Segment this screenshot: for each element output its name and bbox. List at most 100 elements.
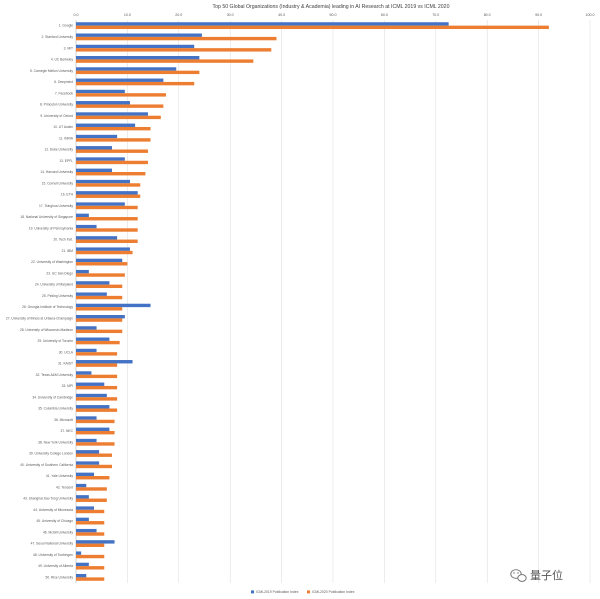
category-label: 43. Shanghai Jiao Tong University bbox=[23, 497, 73, 501]
bar-icml2019 bbox=[76, 258, 123, 263]
bar-icml2020 bbox=[76, 374, 118, 379]
bar-icml2020 bbox=[76, 149, 148, 153]
bar-icml2020 bbox=[76, 430, 115, 435]
watermark: 量子位 bbox=[510, 568, 563, 582]
wechat-icon bbox=[510, 569, 527, 582]
x-tick-label: 0.0 bbox=[74, 13, 79, 17]
bar-icml2020 bbox=[76, 352, 118, 356]
category-label: 19. University of Pennsylvania bbox=[29, 226, 73, 230]
bar-icml2020 bbox=[76, 160, 148, 165]
bar-icml2019 bbox=[76, 483, 87, 488]
bar-icml2020 bbox=[76, 318, 123, 322]
bar-icml2020 bbox=[76, 554, 105, 559]
x-tick-label: 40.0 bbox=[278, 13, 285, 17]
bar-icml2020 bbox=[76, 250, 133, 255]
bar-icml2019 bbox=[76, 528, 97, 533]
category-label: 16. ETH bbox=[61, 193, 74, 197]
bar-icml2020 bbox=[76, 217, 138, 221]
bar-icml2020 bbox=[76, 284, 123, 289]
x-tick-label: 80.0 bbox=[484, 13, 491, 17]
category-label: 10. UT Austin bbox=[53, 125, 73, 129]
bar-icml2020 bbox=[76, 273, 125, 277]
bar-icml2020 bbox=[76, 172, 146, 176]
bar-icml2019 bbox=[76, 337, 110, 341]
category-label: 4. UC Berkeley bbox=[51, 58, 74, 62]
bar-icml2019 bbox=[76, 326, 97, 330]
category-label: 34. University of Cambridge bbox=[32, 395, 73, 399]
category-label: 23. UC San Diego bbox=[46, 271, 73, 275]
category-label: 38. New York University bbox=[38, 440, 73, 444]
bar-icml2019 bbox=[76, 360, 133, 364]
bar-icml2020 bbox=[76, 81, 195, 86]
x-tick-label: 20.0 bbox=[175, 13, 182, 17]
bar-icml2019 bbox=[76, 269, 89, 274]
chart-title: Top 50 Global Organizations (Industry & … bbox=[213, 4, 450, 10]
bar-icml2019 bbox=[76, 517, 89, 522]
category-label: 8. Princeton University bbox=[40, 103, 73, 107]
category-label: 27. University of Illinois at Urbana-Cha… bbox=[6, 316, 73, 320]
bar-icml2019 bbox=[76, 157, 125, 161]
x-tick-label: 90.0 bbox=[535, 13, 542, 17]
category-label: 25. Peking University bbox=[42, 294, 73, 298]
category-label: 20. Tech Inst. bbox=[53, 238, 73, 242]
category-label: 11. INRIA bbox=[59, 136, 74, 140]
category-label: 22. University of Washington bbox=[31, 260, 73, 264]
category-label: 1. Google bbox=[59, 24, 73, 28]
x-axis-ticks: 0.0 10.0 20.0 30.0 40.0 50.0 60.0 70.0 80.0 90.0 1… bbox=[74, 13, 595, 17]
category-label: 26. Georgia Institute of Technology bbox=[22, 305, 73, 309]
bar-icml2020 bbox=[76, 115, 161, 120]
bar-icml2019 bbox=[76, 213, 89, 218]
x-tick-label: 100.0 bbox=[586, 13, 595, 17]
legend: ICML2019 Publication Index ICML2020 Publi… bbox=[251, 590, 355, 594]
bar-icml2020 bbox=[76, 532, 105, 536]
category-label: 47. Seoul National University bbox=[31, 542, 74, 546]
bar-icml2020 bbox=[76, 498, 107, 502]
bar-icml2019 bbox=[76, 506, 94, 510]
bar-icml2019 bbox=[76, 146, 112, 150]
bar-icml2019 bbox=[76, 281, 110, 285]
category-label: 50. Rice University bbox=[46, 575, 74, 579]
bar-icml2019 bbox=[76, 112, 148, 116]
category-label: 3. MIT bbox=[64, 46, 73, 50]
bar-icml2019 bbox=[76, 78, 164, 82]
bar-icml2019 bbox=[76, 236, 118, 240]
category-label: 5. Carnegie Mellon University bbox=[30, 69, 73, 73]
bar-icml2019 bbox=[76, 495, 89, 499]
category-label: 14. Harvard University bbox=[40, 170, 73, 174]
category-label: 46. McGill University bbox=[43, 530, 73, 534]
bar-icml2019 bbox=[76, 573, 87, 578]
category-label: 17. Tsinghua University bbox=[39, 204, 73, 208]
bar-icml2020 bbox=[76, 36, 277, 41]
bar-icml2019 bbox=[76, 405, 110, 409]
bar-icml2020 bbox=[76, 48, 272, 52]
category-label: 49. University of Alberta bbox=[38, 564, 73, 568]
bar-icml2019 bbox=[76, 382, 105, 386]
bar-icml2019 bbox=[76, 168, 112, 173]
bar-icml2020 bbox=[76, 138, 151, 142]
bar-icml2020 bbox=[76, 453, 112, 457]
bar-icml2019 bbox=[76, 191, 138, 195]
bar-icml2019 bbox=[76, 371, 92, 375]
legend-label: ICML2019 Publication Index bbox=[256, 590, 299, 594]
bar-icml2020 bbox=[76, 509, 105, 514]
bar-icml2020 bbox=[76, 385, 118, 390]
category-label: 7. Facebook bbox=[55, 91, 73, 95]
bar-icml2019 bbox=[76, 33, 202, 37]
category-label: 45. University of Chicago bbox=[36, 519, 73, 523]
category-label: 30. UCLA bbox=[59, 350, 74, 354]
category-label: 32. Texas A&M University bbox=[36, 373, 74, 377]
y-axis-categories: 1. Google 2. Stanford University 3. MIT 4. … bbox=[6, 24, 74, 580]
category-label: 41. Yale University bbox=[46, 474, 74, 478]
x-tick-label: 10.0 bbox=[124, 13, 131, 17]
bar-icml2019 bbox=[76, 44, 195, 49]
bar-icml2020 bbox=[76, 476, 110, 480]
bar-icml2019 bbox=[76, 416, 97, 420]
bar-icml2019 bbox=[76, 134, 118, 139]
category-label: 2. Stanford University bbox=[41, 35, 73, 39]
bar-icml2020 bbox=[76, 442, 115, 446]
bar-icml2020 bbox=[76, 363, 118, 367]
bar-icml2020 bbox=[76, 183, 141, 187]
bar-icml2020 bbox=[76, 59, 254, 63]
bar-icml2019 bbox=[76, 472, 94, 477]
